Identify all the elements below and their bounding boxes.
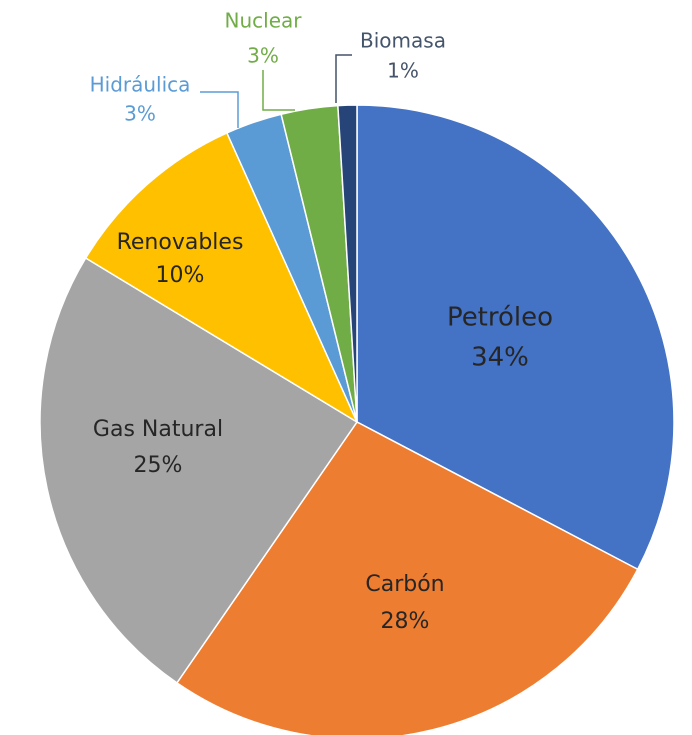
pie-slice [39, 256, 359, 684]
slice-label: Biomasa [360, 29, 446, 53]
slice-label: Hidráulica [90, 73, 191, 97]
leader-line [335, 54, 352, 103]
pie-slice [337, 104, 358, 423]
slice-label: Renovables [117, 230, 244, 255]
slice-value-label: 10% [156, 263, 205, 288]
slice-value-label: 1% [387, 59, 419, 83]
pie-slice [84, 131, 359, 424]
leader-line [262, 70, 295, 111]
pie-slice [175, 421, 639, 735]
slice-label: Carbón [365, 572, 444, 597]
slice-label: Petróleo [447, 303, 553, 333]
slice-value-label: 25% [134, 453, 183, 478]
slice-label: Nuclear [225, 9, 303, 33]
leader-line [200, 91, 239, 128]
slice-value-label: 3% [247, 44, 279, 68]
slice-value-label: 28% [381, 609, 430, 634]
slice-label: Gas Natural [93, 417, 223, 442]
slice-value-label: 3% [124, 102, 156, 126]
slice-value-label: 34% [471, 343, 529, 373]
pie-slice [356, 104, 675, 571]
